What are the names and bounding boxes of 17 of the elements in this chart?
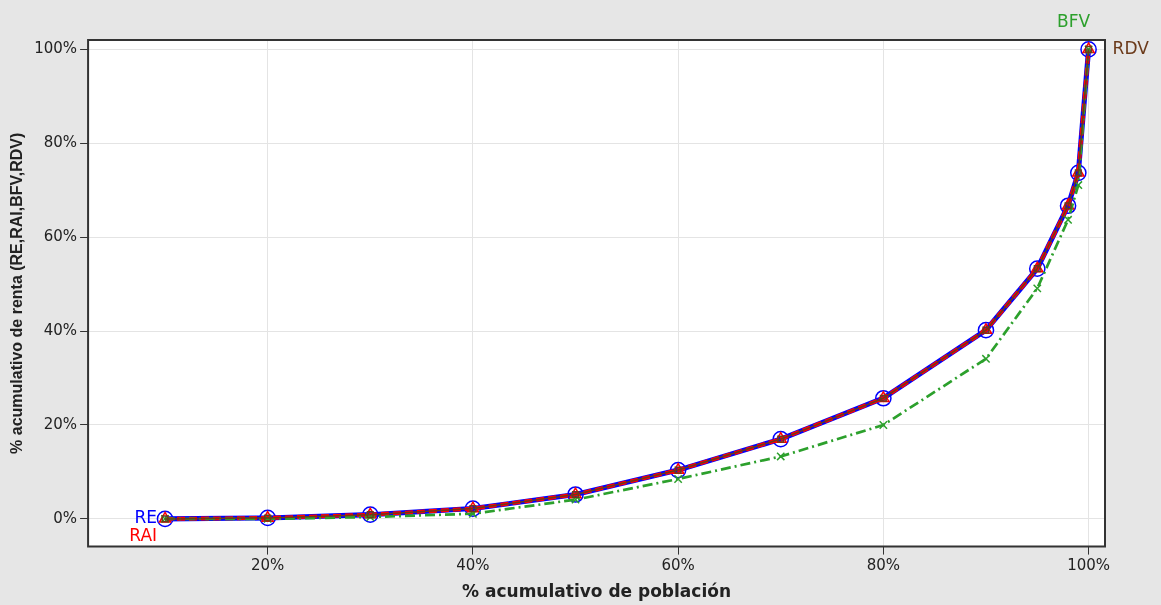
- y-tick-label: 0%: [53, 508, 78, 527]
- x-tick-label: 100%: [1067, 556, 1111, 575]
- x-axis-title: % acumulativo de población: [462, 581, 732, 602]
- series-label: BFV: [1057, 11, 1091, 32]
- y-tick-label: 100%: [34, 39, 78, 58]
- series-label: RAI: [129, 525, 158, 546]
- x-tick-label: 40%: [456, 556, 490, 575]
- y-tick-label: 80%: [43, 133, 78, 152]
- series-label: RE: [134, 507, 158, 528]
- x-tick-label: 60%: [661, 556, 695, 575]
- y-axis-title: % acumulativo de renta (RE,RAI,BFV,RDV): [8, 132, 26, 454]
- y-tick-label: 40%: [43, 320, 78, 339]
- x-tick-label: 80%: [866, 556, 901, 575]
- y-tick-label: 60%: [43, 227, 78, 246]
- x-tick-label: 20%: [250, 556, 285, 575]
- series-label: RDV: [1112, 37, 1150, 58]
- y-tick-label: 20%: [43, 414, 78, 433]
